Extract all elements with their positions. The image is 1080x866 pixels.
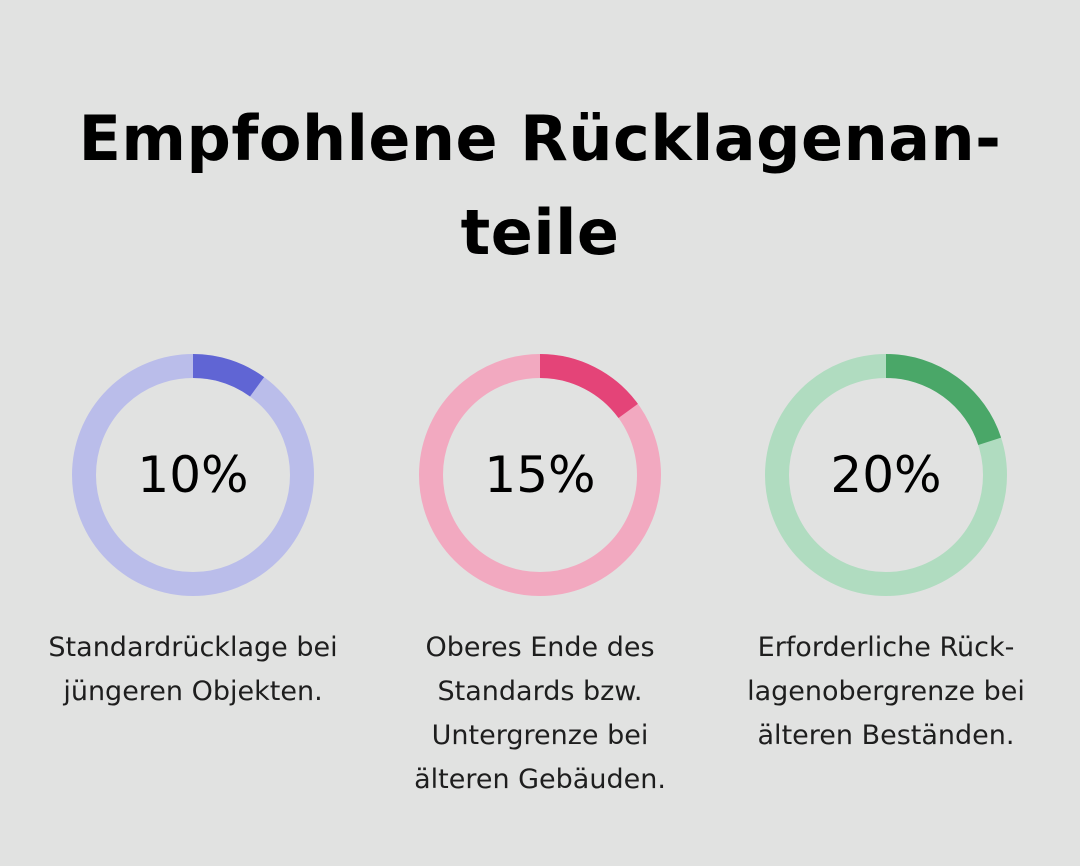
title-line-1: Empfohlene Rücklagenan- [78, 102, 1002, 175]
description-1-line-1: Standardrücklage bei [48, 632, 338, 663]
donut-chart-1: 10% [72, 354, 314, 596]
donut-description-3: Erforderliche Rück- lagenobergrenze bei … [726, 626, 1046, 758]
description-1-line-2: jüngeren Objekten. [63, 676, 323, 707]
description-2-line-2: Standards bzw. [437, 676, 643, 707]
donut-svg-3: 20% [765, 354, 1007, 596]
description-2-line-4: älteren Gebäuden. [414, 764, 666, 795]
page-title: Empfohlene Rücklagenan- teile [40, 92, 1040, 280]
description-3-line-2: lagenobergrenze bei [747, 676, 1025, 707]
donut-value-label-2: 15% [484, 446, 595, 504]
donut-description-1: Standardrücklage bei jüngeren Objekten. [33, 626, 353, 714]
title-line-2: teile [460, 196, 620, 269]
description-2-line-1: Oberes Ende des [425, 632, 655, 663]
donut-arc-2 [539, 354, 638, 419]
description-3-line-3: älteren Beständen. [757, 720, 1015, 751]
description-2-line-3: Untergrenze bei [431, 720, 649, 751]
donut-chart-3: 20% [765, 354, 1007, 596]
donut-arc-3 [885, 354, 1002, 446]
donut-svg-2: 15% [419, 354, 661, 596]
donut-value-label-1: 10% [137, 446, 248, 504]
description-3-line-1: Erforderliche Rück- [757, 632, 1015, 663]
donut-description-2: Oberes Ende des Standards bzw. Untergren… [380, 626, 700, 802]
donut-value-label-3: 20% [830, 446, 941, 504]
donut-svg-1: 10% [72, 354, 314, 596]
donut-chart-2: 15% [419, 354, 661, 596]
donut-arc-1 [192, 354, 265, 397]
